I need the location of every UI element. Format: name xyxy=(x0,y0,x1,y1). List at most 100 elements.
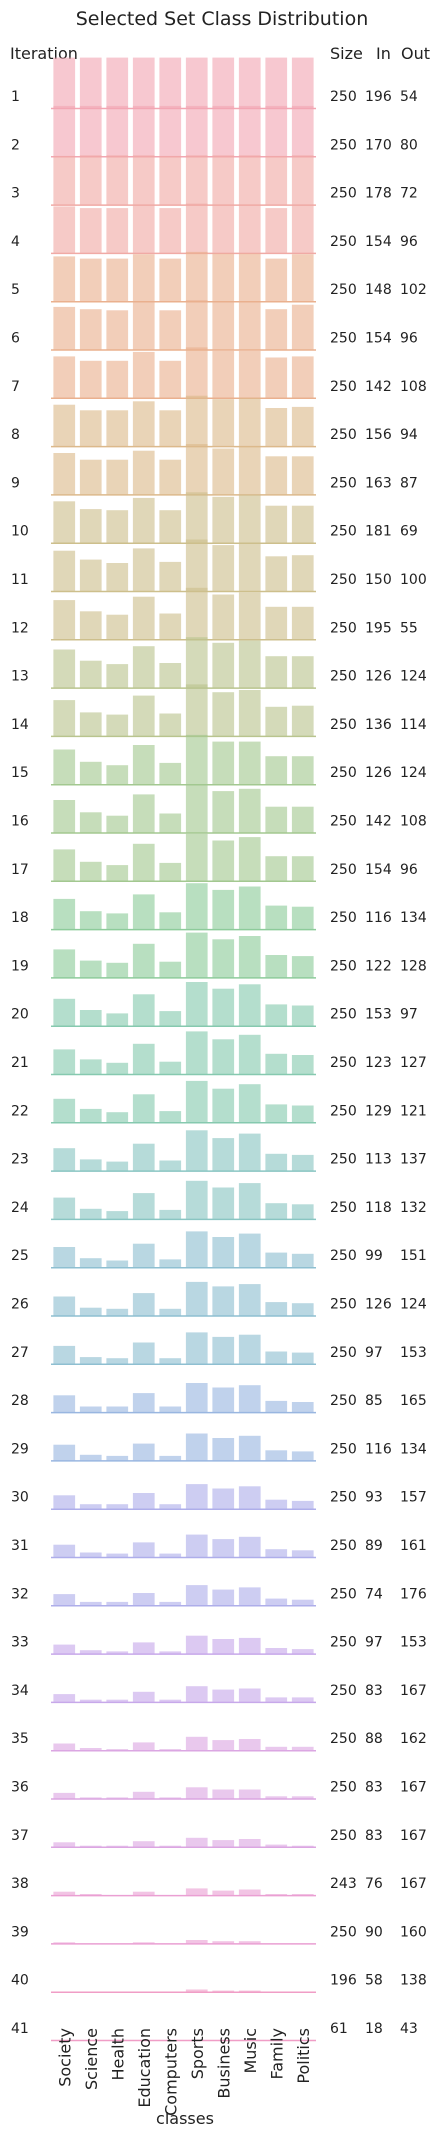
class-bar xyxy=(238,984,261,1026)
class-bar xyxy=(159,410,182,447)
class-bar xyxy=(185,982,208,1026)
class-bar xyxy=(159,459,182,495)
class-bar xyxy=(291,1894,314,1896)
out-value: 137 xyxy=(400,1152,427,1168)
class-bar xyxy=(106,614,129,640)
class-bar xyxy=(53,700,76,736)
class-bar xyxy=(106,510,129,543)
class-bar xyxy=(132,57,155,108)
class-bar xyxy=(106,57,129,108)
class-bar xyxy=(159,961,182,978)
class-bar xyxy=(79,1208,102,1219)
x-axis-label: classes xyxy=(156,2109,214,2128)
in-value: 88 xyxy=(365,1731,383,1747)
class-bar xyxy=(79,1699,102,1702)
class-bar xyxy=(238,302,261,350)
iteration-label: 36 xyxy=(11,1780,29,1796)
class-bar xyxy=(291,1746,314,1751)
class-bar xyxy=(53,1594,76,1606)
class-bar xyxy=(132,1742,155,1751)
class-bar xyxy=(106,459,129,495)
class-bar xyxy=(238,741,261,785)
iteration-label: 12 xyxy=(11,620,29,636)
category-tick-label: Science xyxy=(82,2028,101,2090)
class-bar xyxy=(238,690,261,736)
in-value: 58 xyxy=(365,1973,383,1989)
class-bar xyxy=(238,1133,261,1171)
size-value: 250 xyxy=(330,282,357,298)
iteration-row: 18 250 116 134 xyxy=(11,883,427,931)
class-bar xyxy=(265,309,288,350)
size-value: 250 xyxy=(330,1828,357,1844)
iteration-row: 40 196 58 138 xyxy=(11,1973,427,1993)
in-value: 142 xyxy=(365,814,392,830)
class-bar xyxy=(79,1108,102,1123)
class-bar xyxy=(265,556,288,591)
size-value: 250 xyxy=(330,1297,357,1313)
class-bar xyxy=(212,496,235,543)
class-bar xyxy=(132,1143,155,1171)
class-bar xyxy=(185,1940,208,1944)
size-column-header: Size xyxy=(330,44,363,63)
class-bar xyxy=(106,1358,129,1364)
size-value: 250 xyxy=(330,1200,357,1216)
class-bar xyxy=(106,913,129,930)
class-bar xyxy=(132,1891,155,1896)
class-bar xyxy=(238,57,261,108)
class-bar xyxy=(132,351,155,398)
class-bar xyxy=(159,663,182,688)
iteration-label: 24 xyxy=(11,1200,29,1216)
class-bar xyxy=(212,155,235,205)
iteration-label: 10 xyxy=(11,524,29,540)
out-value: 55 xyxy=(400,620,418,636)
out-value: 132 xyxy=(400,1200,427,1216)
iteration-row: 5 250 148 102 xyxy=(11,251,427,303)
class-bar xyxy=(132,1841,155,1847)
class-bar xyxy=(212,840,235,881)
class-bar xyxy=(159,1160,182,1171)
class-bar xyxy=(212,1088,235,1123)
class-bar xyxy=(79,1010,102,1026)
class-bar xyxy=(291,456,314,495)
class-bar xyxy=(106,962,129,978)
category-tick-label: Sports xyxy=(188,2028,207,2079)
class-bar xyxy=(185,1433,208,1461)
in-value: 83 xyxy=(365,1828,383,1844)
class-bar xyxy=(53,1792,76,1799)
iteration-label: 21 xyxy=(11,1055,29,1071)
class-bar xyxy=(238,253,261,302)
class-bar xyxy=(159,1651,182,1654)
iteration-label: 41 xyxy=(11,2021,29,2037)
class-bar xyxy=(265,105,288,157)
class-bar xyxy=(185,1130,208,1171)
iteration-label: 20 xyxy=(11,1007,29,1023)
size-value: 250 xyxy=(330,1683,357,1699)
class-bar xyxy=(79,1845,102,1847)
iteration-label: 23 xyxy=(11,1152,29,1168)
class-bar xyxy=(291,1352,314,1364)
class-bar xyxy=(53,1444,76,1461)
iteration-row: 24 250 118 132 xyxy=(11,1180,427,1221)
class-bar xyxy=(291,1005,314,1026)
class-bar xyxy=(265,1598,288,1606)
category-tick-label: Education xyxy=(135,2028,154,2108)
class-bar xyxy=(79,911,102,930)
class-bar xyxy=(106,360,129,398)
class-bar xyxy=(106,765,129,785)
class-bar xyxy=(106,815,129,833)
class-bar xyxy=(53,949,76,978)
class-bar xyxy=(291,356,314,398)
size-value: 250 xyxy=(330,1490,357,1506)
out-value: 157 xyxy=(400,1490,427,1506)
in-value: 116 xyxy=(365,910,392,926)
in-value: 154 xyxy=(365,862,392,878)
class-bar xyxy=(265,408,288,447)
iteration-row: 16 250 142 108 xyxy=(11,784,427,834)
class-bar xyxy=(159,1553,182,1557)
iteration-row: 11 250 150 100 xyxy=(11,539,427,593)
class-bar xyxy=(212,57,235,108)
class-bar xyxy=(238,494,261,543)
out-value: 72 xyxy=(400,186,418,202)
class-bar xyxy=(212,1387,235,1413)
iteration-label: 8 xyxy=(11,427,20,443)
